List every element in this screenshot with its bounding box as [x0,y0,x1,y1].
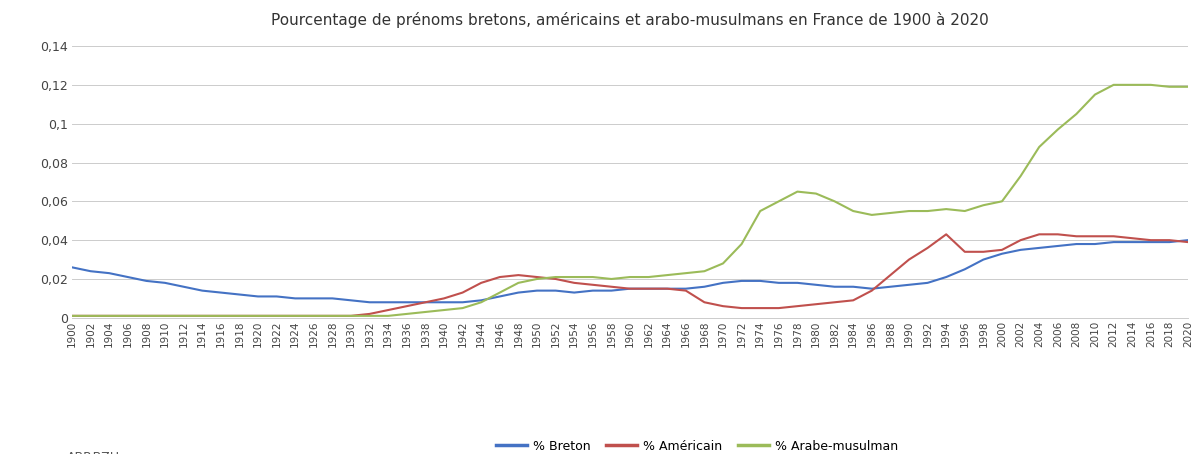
% Américain [1181,239,1195,245]
% Américain [288,313,302,319]
% Arabe-musulman [456,306,470,311]
% Breton [679,286,694,291]
% Américain [940,232,954,237]
% Arabe-musulman [65,313,79,319]
Line: % Arabe-musulman: % Arabe-musulman [72,85,1188,316]
% Breton [65,265,79,270]
% Arabe-musulman [325,313,340,319]
% Arabe-musulman [1032,144,1046,150]
% Breton [474,298,488,303]
% Arabe-musulman [734,242,749,247]
% Breton [1181,237,1195,243]
% Arabe-musulman [288,313,302,319]
Text: ABP.BZH: ABP.BZH [66,451,120,454]
% Breton [325,296,340,301]
Legend: % Breton, % Américain, % Arabe-musulman: % Breton, % Américain, % Arabe-musulman [491,435,904,454]
% Breton [362,300,377,305]
% Breton [288,296,302,301]
% Américain [660,286,674,291]
% Arabe-musulman [660,272,674,278]
% Américain [1051,232,1066,237]
Line: % Américain: % Américain [72,234,1188,316]
Title: Pourcentage de prénoms bretons, américains et arabo-musulmans en France de 1900 : Pourcentage de prénoms bretons, américai… [271,12,989,28]
% Breton [754,278,768,284]
% Breton [1051,243,1066,249]
% Américain [734,306,749,311]
% Arabe-musulman [1106,82,1121,88]
Line: % Breton: % Breton [72,240,1188,302]
% Américain [325,313,340,319]
% Américain [65,313,79,319]
% Américain [456,290,470,295]
% Arabe-musulman [1181,84,1195,89]
